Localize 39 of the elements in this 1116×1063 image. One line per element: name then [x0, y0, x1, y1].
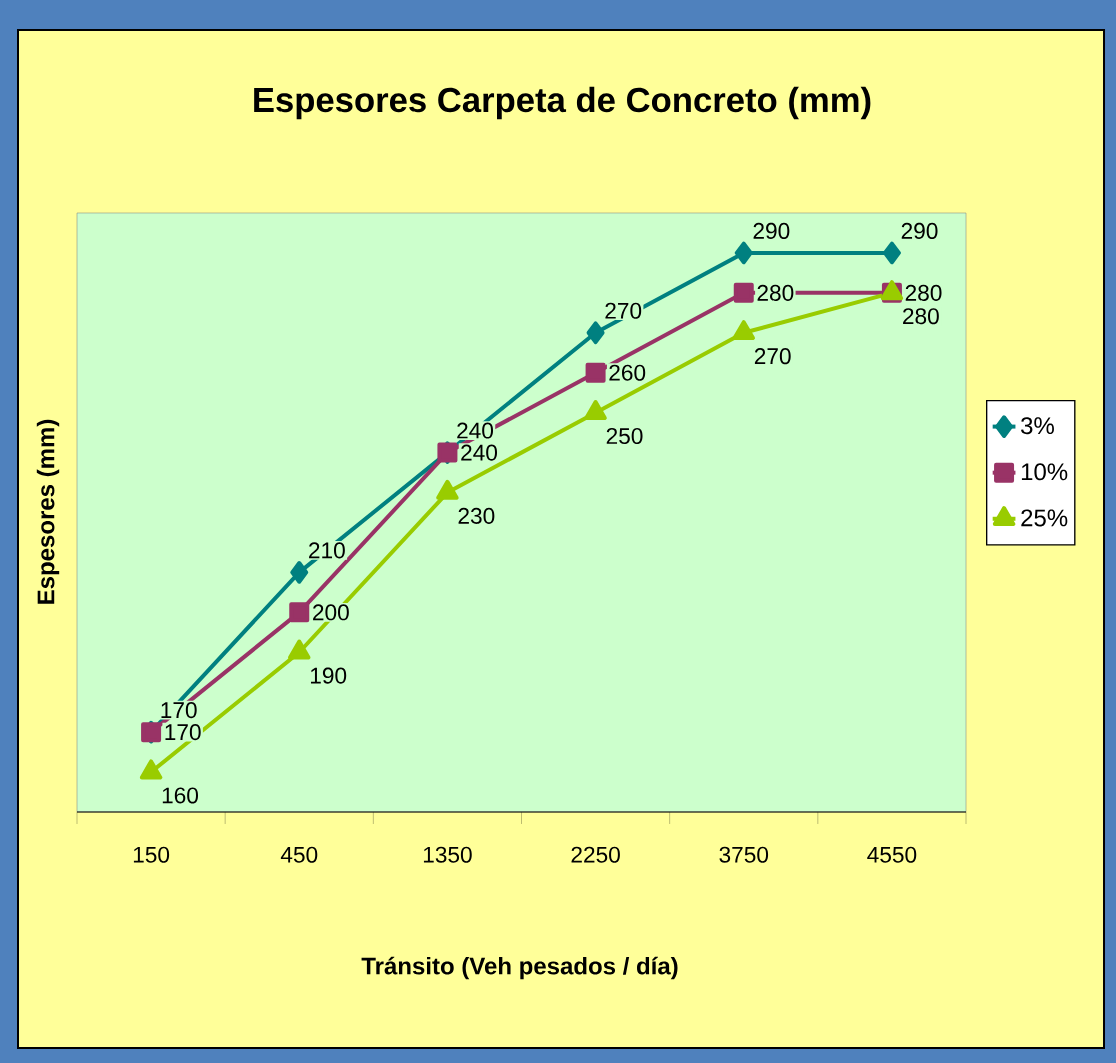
data-label: 240 — [461, 444, 498, 461]
data-label: 280 — [905, 284, 942, 301]
y-axis-title: Espesores (mm) — [36, 419, 60, 604]
data-label: 290 — [901, 222, 938, 239]
point — [289, 602, 310, 623]
data-label: 270 — [605, 302, 642, 319]
data-label: 190 — [310, 667, 347, 684]
legend-label: 10% — [1021, 463, 1068, 481]
data-label: 280 — [903, 308, 939, 325]
x-axis-title: Tránsito (Veh pesados / día) — [361, 956, 678, 980]
data-label: 270 — [754, 348, 791, 365]
legend-label: 25% — [1021, 509, 1068, 527]
point — [585, 362, 606, 383]
chart-title: Espesores Carpeta de Concreto (mm) — [254, 86, 871, 120]
data-label: 260 — [609, 364, 646, 381]
data-label: 170 — [161, 702, 197, 719]
data-label: 230 — [458, 507, 495, 524]
data-label: 240 — [457, 422, 494, 439]
x-tick-label: 3750 — [719, 846, 769, 863]
x-tick-label: 1350 — [423, 846, 472, 863]
data-label: 170 — [165, 724, 201, 741]
point — [734, 241, 753, 265]
data-label: 210 — [309, 542, 345, 559]
x-tick-label: 4550 — [867, 846, 917, 863]
x-tick-label: 150 — [133, 846, 170, 863]
point — [882, 241, 901, 265]
data-label: 250 — [606, 427, 643, 445]
data-label: 200 — [313, 604, 349, 621]
x-tick-label: 450 — [280, 846, 318, 863]
x-tick-label: 2250 — [571, 846, 620, 863]
data-label: 290 — [753, 222, 790, 239]
point — [733, 282, 754, 303]
data-label: 160 — [162, 787, 199, 804]
data-label: 280 — [757, 284, 794, 301]
point — [288, 639, 311, 660]
legend-label: 3% — [1021, 417, 1054, 435]
point — [139, 759, 163, 780]
point — [586, 321, 605, 345]
point — [290, 561, 309, 584]
